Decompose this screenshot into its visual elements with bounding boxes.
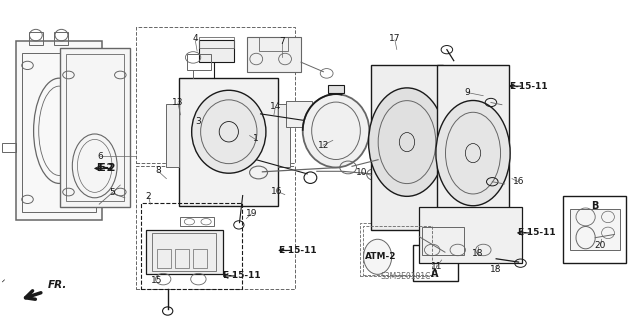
Bar (136, 27, 295, 163)
Text: 17: 17 (389, 34, 401, 43)
Bar (66, 54, 124, 201)
Bar (328, 85, 344, 93)
Bar (422, 227, 464, 256)
Bar (419, 207, 522, 263)
Text: 15: 15 (151, 276, 163, 285)
Bar (199, 37, 234, 48)
Text: 3: 3 (196, 117, 201, 126)
Text: 8: 8 (156, 166, 161, 175)
Ellipse shape (303, 94, 369, 167)
Bar (193, 249, 207, 268)
Bar (157, 249, 171, 268)
Text: E-15-11: E-15-11 (278, 246, 317, 255)
Text: 13: 13 (172, 98, 184, 107)
Text: E-15-11: E-15-11 (222, 271, 260, 280)
Bar (371, 65, 443, 230)
Text: 12: 12 (317, 141, 329, 150)
Bar (413, 245, 458, 281)
Text: 7: 7 (279, 37, 284, 46)
Bar (259, 37, 288, 51)
Ellipse shape (369, 88, 445, 196)
Bar (60, 48, 130, 207)
Text: 10: 10 (356, 168, 367, 177)
Bar (179, 78, 278, 206)
Text: ATM-2: ATM-2 (365, 252, 396, 261)
Text: 18: 18 (472, 249, 483, 258)
Bar (246, 37, 301, 72)
Bar (166, 104, 179, 167)
Bar (286, 101, 312, 127)
Bar (16, 41, 102, 220)
Bar (437, 65, 509, 241)
Text: 16: 16 (271, 187, 283, 196)
Text: 9: 9 (465, 88, 470, 97)
Text: S3M3E0101C: S3M3E0101C (381, 272, 431, 281)
Text: 4: 4 (193, 34, 198, 43)
Bar (175, 249, 189, 268)
Ellipse shape (192, 90, 266, 173)
Ellipse shape (364, 239, 392, 274)
Bar (187, 54, 211, 70)
Bar (563, 196, 626, 263)
Text: E-15-11: E-15-11 (517, 228, 556, 237)
Bar (278, 104, 290, 167)
Text: 6: 6 (97, 152, 102, 161)
Bar (360, 223, 436, 276)
Text: E-2: E-2 (98, 163, 115, 174)
Text: E-15-11: E-15-11 (509, 82, 547, 91)
Text: FR.: FR. (47, 280, 67, 290)
Text: 2: 2 (146, 192, 151, 201)
Text: B: B (591, 201, 598, 211)
Text: 11: 11 (431, 262, 443, 271)
Ellipse shape (436, 100, 510, 206)
Bar (22, 53, 96, 212)
Bar (570, 209, 620, 250)
Bar (136, 166, 295, 289)
Bar (2, 143, 16, 152)
Bar (54, 32, 68, 45)
Bar (180, 217, 214, 226)
Bar (363, 226, 432, 275)
Bar (152, 233, 216, 271)
Text: A: A (431, 269, 439, 279)
Bar (29, 32, 43, 45)
Text: 16: 16 (513, 177, 524, 186)
Text: 5: 5 (109, 189, 115, 197)
Text: 20: 20 (595, 241, 606, 250)
Text: 19: 19 (246, 209, 257, 218)
Text: 14: 14 (269, 102, 281, 111)
Bar (141, 203, 242, 289)
Text: 1: 1 (253, 134, 259, 143)
Bar (199, 40, 234, 62)
Text: 18: 18 (490, 265, 502, 274)
Bar (146, 230, 223, 274)
Text: E-2: E-2 (96, 163, 113, 174)
